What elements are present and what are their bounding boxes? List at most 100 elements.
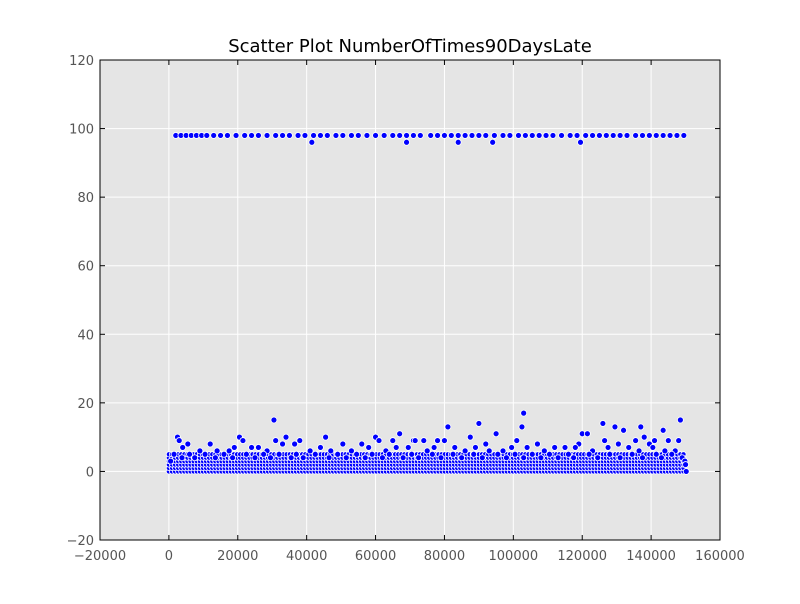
data-point: [420, 437, 428, 444]
data-point: [220, 450, 228, 458]
y-tick-label: 40: [77, 328, 94, 343]
data-point: [286, 132, 293, 139]
data-point: [334, 450, 342, 458]
data-point: [317, 444, 324, 451]
y-tick-label: 60: [77, 260, 94, 275]
data-point: [225, 447, 233, 455]
x-tick-label: 60000: [355, 549, 396, 564]
data-point: [675, 437, 683, 444]
data-point: [535, 132, 543, 139]
data-point: [434, 437, 441, 444]
data-point: [447, 132, 455, 139]
data-point: [652, 132, 660, 139]
data-point: [616, 454, 624, 462]
data-point: [396, 430, 404, 438]
data-point: [652, 450, 660, 458]
y-axis-ticks: −20 0 20 40 60 80 100 120: [67, 54, 720, 549]
data-point: [178, 454, 186, 462]
data-point: [589, 132, 596, 139]
data-point: [430, 444, 438, 451]
data-point: [614, 440, 622, 448]
data-point: [416, 132, 424, 139]
data-point: [542, 132, 550, 139]
data-point: [224, 132, 231, 139]
data-point: [361, 454, 369, 462]
data-point: [466, 433, 474, 441]
data-point: [506, 132, 514, 139]
y-tick-label: −20: [67, 534, 94, 549]
x-tick-label: 20000: [217, 549, 258, 564]
data-point: [604, 444, 612, 451]
data-point: [558, 132, 565, 139]
data-point: [490, 132, 498, 139]
data-point: [317, 132, 324, 139]
data-point: [599, 420, 607, 427]
data-point: [492, 430, 500, 438]
y-tick-label: 0: [86, 465, 94, 480]
data-point: [339, 440, 347, 448]
data-point: [255, 132, 262, 139]
data-point: [458, 454, 466, 462]
data-point: [196, 447, 204, 455]
data-point: [461, 132, 469, 139]
data-point: [628, 450, 636, 458]
data-point: [323, 132, 331, 139]
x-tick-label: 160000: [695, 549, 745, 564]
data-point: [332, 132, 340, 139]
data-point: [272, 437, 280, 444]
data-point: [428, 450, 436, 458]
data-point: [489, 138, 497, 146]
data-point: [680, 132, 688, 139]
data-point: [279, 440, 286, 448]
data-point: [392, 444, 400, 451]
data-point: [546, 450, 553, 458]
data-point: [623, 132, 631, 139]
data-point: [299, 454, 307, 462]
data-point: [582, 132, 590, 139]
x-tick-label: 140000: [626, 549, 676, 564]
data-point: [441, 132, 448, 139]
y-tick-label: 120: [69, 54, 94, 69]
data-point: [449, 450, 457, 458]
data-point: [520, 409, 528, 417]
data-point: [513, 437, 521, 444]
data-point: [206, 440, 214, 448]
data-point: [282, 433, 290, 441]
data-point: [379, 454, 386, 462]
data-point: [342, 454, 350, 462]
data-point: [403, 138, 410, 146]
data-point: [396, 132, 404, 139]
data-point: [444, 423, 452, 431]
data-point: [415, 454, 423, 462]
data-point: [585, 450, 593, 458]
data-point: [540, 447, 548, 455]
data-point: [292, 450, 300, 458]
data-point: [368, 450, 376, 458]
data-point: [658, 454, 665, 462]
data-point: [523, 444, 531, 451]
data-point: [375, 437, 383, 444]
x-axis-ticks: −20000 0 20000 40000 60000 80000 100000 120000 1…: [74, 60, 745, 564]
data-point: [248, 132, 255, 139]
data-point: [241, 132, 249, 139]
data-point: [668, 450, 676, 458]
data-point: [682, 461, 689, 468]
data-point: [482, 132, 490, 139]
data-point: [520, 454, 528, 462]
data-point: [296, 437, 304, 444]
x-tick-label: 120000: [557, 549, 607, 564]
data-point: [308, 138, 316, 146]
data-point: [270, 416, 278, 424]
data-point: [311, 450, 319, 458]
data-point: [354, 132, 362, 139]
data-point: [179, 444, 187, 451]
data-point: [570, 454, 578, 462]
data-point: [385, 450, 393, 458]
x-tick-label: 40000: [286, 549, 327, 564]
data-point: [437, 454, 445, 462]
data-point: [186, 450, 193, 458]
y-tick-label: 100: [69, 123, 94, 138]
data-point: [211, 454, 219, 462]
data-point: [673, 132, 681, 139]
